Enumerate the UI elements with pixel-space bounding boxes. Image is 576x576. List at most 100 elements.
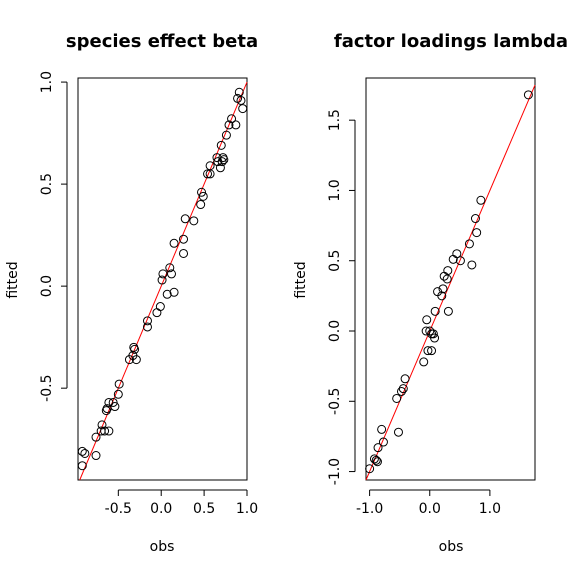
data-point [377,424,387,434]
x-tick-label: 1.0 [236,501,258,517]
data-point [167,269,177,279]
data-point [472,228,482,238]
data-point [113,389,123,399]
data-point [142,316,152,326]
data-point [205,161,215,171]
data-point [464,239,474,249]
y-tick-label: 0.5 [39,173,55,195]
data-point [91,432,101,442]
data-point [77,446,87,456]
data-point [400,374,410,384]
data-point [430,333,440,343]
data-point [438,284,448,294]
data-point [196,200,206,210]
data-point [428,329,438,339]
data-point [216,140,226,150]
data-point [437,291,447,301]
reference-line [365,84,536,481]
x-axis-label: obs [439,539,464,555]
y-tick-label: -0.5 [327,388,343,415]
data-point [227,114,237,124]
data-point [419,357,429,367]
data-points [77,81,248,481]
y-axis-label: fitted [293,261,309,298]
data-point [104,426,114,436]
y-tick-label: 1.5 [327,109,343,131]
data-point [393,427,403,437]
data-point [455,256,465,266]
data-point [104,397,114,407]
data-point [234,87,244,97]
x-axis-label: obs [150,539,175,555]
chart-title: factor loadings lambda [334,31,568,52]
x-tick-label: 1.0 [479,501,501,517]
data-point [114,379,124,389]
data-point [165,263,175,273]
species-effect-panel: species effect beta obs fitted -0.5 0.0 0.… [5,31,258,555]
y-tick-label: 0.0 [39,275,55,297]
data-point [215,163,225,173]
data-point [158,269,168,279]
data-point [130,344,140,354]
data-point [476,195,486,205]
x-tick-label: 0.5 [193,501,215,517]
data-point [373,443,383,453]
chart-title: species effect beta [66,31,258,52]
data-point [392,393,402,403]
data-point [97,420,107,430]
data-point [179,234,189,244]
data-point [224,120,234,130]
data-point [523,90,533,100]
data-point [100,426,110,436]
data-point [197,187,207,197]
data-point [470,214,480,224]
data-point [443,306,453,316]
data-point [365,464,375,474]
factor-loadings-panel: factor loadings lambda obs fitted -1.0 0.… [293,31,568,555]
data-point [423,346,433,356]
x-tick-label: -1.0 [356,501,383,517]
data-point [108,397,118,407]
data-point [398,384,408,394]
data-point [427,346,437,356]
data-point [396,386,406,396]
axis-ticks: -0.5 0.0 0.5 1.0 -0.5 0.0 0.5 1.0 [39,71,258,517]
y-tick-label: 0.0 [327,320,343,342]
x-tick-label: 0.0 [419,501,441,517]
data-point [80,448,90,458]
data-point [369,454,379,464]
data-points [365,84,536,481]
y-tick-label: 1.0 [327,179,343,201]
data-point [179,248,189,258]
data-point [422,315,432,325]
data-point [467,260,477,270]
y-tick-label: 0.5 [327,250,343,272]
data-point [238,104,248,114]
data-point [372,457,382,467]
data-point [91,451,101,461]
data-point [203,169,213,179]
data-point [162,289,172,299]
data-point [110,402,120,412]
data-point [217,157,227,167]
data-point [452,249,462,259]
y-axis-label: fitted [5,261,21,298]
data-point [378,437,388,447]
data-point [77,461,87,471]
data-point [236,95,246,105]
data-point [131,355,141,365]
data-point [189,216,199,226]
x-tick-label: 0.0 [150,501,172,517]
data-point [221,130,231,140]
data-point [157,275,167,285]
plot-frame [77,77,248,481]
axis-ticks: -1.0 0.0 1.0 -1.0 -0.5 0.0 0.5 1.0 1.5 [327,109,501,517]
data-point [219,155,229,165]
data-point [155,302,165,312]
data-point [180,214,190,224]
data-point [169,287,179,297]
x-tick-label: -0.5 [105,501,132,517]
data-point [169,238,179,248]
data-point [198,191,208,201]
